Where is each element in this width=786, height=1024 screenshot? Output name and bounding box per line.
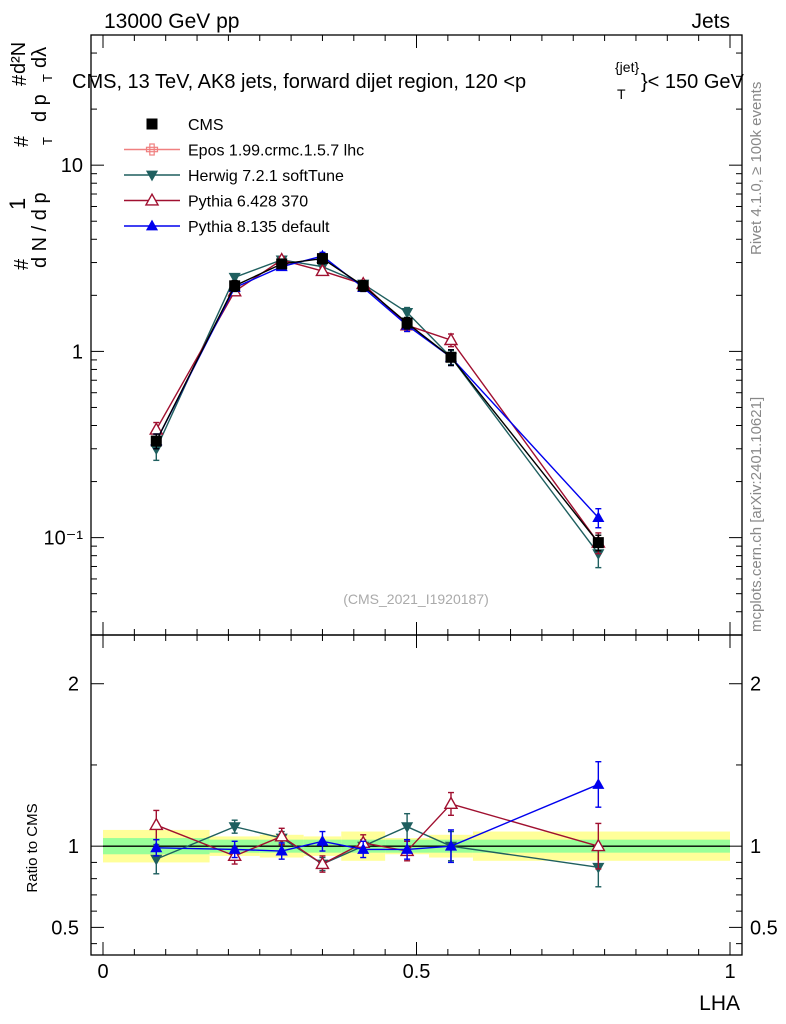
ratio-x-tick-label: 0.5	[403, 961, 431, 983]
legend-epos-1-99-crmc-1-5-7-lhc-marker	[149, 143, 155, 156]
main-cms-point	[229, 280, 241, 292]
ratio-pythia-8-135-default-point	[592, 778, 605, 789]
header-left: 13000 GeV pp	[104, 10, 239, 33]
ylabel-hash-3: #	[11, 135, 33, 147]
ratio-pythia-6-428-370-point	[315, 856, 330, 870]
main-cms-point	[445, 351, 457, 363]
ylabel-dlambda: dλ	[29, 47, 51, 68]
legend-epos-1-99-crmc-1-5-7-lhc-marker	[145, 146, 159, 153]
plot-title-sup: {jet}	[615, 59, 639, 75]
ratio-y-tick-label-left: 0.5	[51, 917, 79, 939]
ylabel-t-sub-2: T	[40, 74, 55, 82]
ratio-frame	[90, 634, 743, 956]
ratio-pythia-8-135-default-line	[156, 783, 599, 852]
main-herwig-7-2-1-softtune-line	[155, 259, 599, 555]
ratio-pythia-8-135-default-point	[444, 839, 458, 851]
ratio-pythia-6-428-370-point	[274, 828, 289, 842]
side-mcplots-label: mcplots.cern.ch [arXiv:2401.10621]	[748, 397, 765, 632]
ratio-pythia-6-428-370-line	[156, 803, 599, 865]
ratio-pythia-8-135-default-point	[150, 841, 163, 853]
main-y-axis-label: # 1 d N / d p T # d²N # d p T dλ	[5, 42, 55, 270]
main-cms-point	[316, 253, 328, 265]
ylabel-hash-2: #	[9, 74, 31, 86]
header-right: Jets	[691, 10, 730, 33]
ratio-y-tick-label-left: 2	[68, 674, 79, 696]
main-cms-point	[150, 435, 162, 447]
plot-title: CMS, 13 TeV, AK8 jets, forward dijet reg…	[72, 71, 526, 93]
ratio-y-tick-label-left: 1	[68, 836, 79, 858]
ratio-herwig-7-2-1-softtune-point	[228, 822, 241, 834]
ratio-herwig-7-2-1-softtune-line	[156, 825, 599, 868]
main-y-tick-label: 10	[61, 155, 83, 177]
ratio-panel-axes: 0.5 0.5 1 1 2 2 0 0.5 1	[51, 634, 778, 983]
ratio-x-tick-label: 1	[724, 961, 735, 983]
main-pythia-8-135-default-point	[592, 511, 605, 523]
ratio-y-tick-label-right: 2	[750, 674, 761, 696]
main-cms-point	[357, 280, 369, 292]
legend-pythia-6-428-370-marker	[144, 192, 160, 206]
ylabel-dpt: d p	[29, 94, 51, 122]
ratio-pythia-6-428-370-point	[443, 796, 459, 810]
legend-pythia-8-135-default-marker	[145, 219, 159, 231]
ratio-pythia-8-135-default-point	[316, 834, 329, 846]
ratio-herwig-7-2-1-softtune-point	[150, 854, 163, 866]
side-rivet-label: Rivet 4.1.0, ≥ 100k events	[748, 82, 765, 255]
main-cms-line	[155, 257, 599, 544]
legend: CMS Epos 1.99.crmc.1.5.7 lhc Herwig 7.2.1 …	[124, 117, 364, 236]
main-y-tick-label: 1	[72, 341, 83, 363]
ylabel-d2n: d²N	[8, 42, 30, 74]
main-herwig-7-2-1-softtune-point	[401, 307, 414, 319]
legend-herwig-7-2-1-softtune-label: Herwig 7.2.1 softTune	[188, 168, 344, 185]
ratio-pythia-8-135-default-point	[401, 843, 414, 854]
ylabel-hash-1: #	[11, 258, 33, 270]
ratio-y-axis-label: Ratio to CMS	[24, 803, 41, 892]
main-herwig-7-2-1-softtune-point	[592, 549, 605, 561]
legend-epos-1-99-crmc-1-5-7-lhc-label: Epos 1.99.crmc.1.5.7 lhc	[188, 143, 364, 160]
plot-title-end: }< 150 GeV	[641, 71, 745, 93]
main-pythia-8-135-default-line	[155, 255, 599, 519]
ratio-pythia-6-428-370-point	[149, 817, 164, 831]
main-pythia-6-428-370-point	[315, 263, 330, 277]
ratio-panel-series	[149, 761, 606, 888]
legend-pythia-6-428-370-label: Pythia 6.428 370	[188, 194, 308, 211]
main-pythia-6-428-370-point	[443, 332, 459, 346]
ratio-x-tick-label: 0	[97, 961, 108, 983]
main-panel-axes: 10⁻¹ 1 10	[44, 34, 743, 636]
legend-pythia-8-135-default-label: Pythia 8.135 default	[188, 219, 330, 236]
main-pythia-6-428-370-line	[155, 259, 599, 544]
legend-cms-label: CMS	[188, 117, 224, 134]
plot-title-main: CMS, 13 TeV, AK8 jets, forward dijet reg…	[72, 71, 526, 93]
main-panel-series	[149, 249, 606, 569]
ylabel-one: 1	[5, 198, 30, 210]
ratio-y-tick-label-right: 0.5	[750, 917, 778, 939]
ylabel-dn-dpt: d N / d p	[29, 192, 51, 268]
main-cms-point	[592, 537, 604, 549]
legend-herwig-7-2-1-softtune-marker	[145, 170, 159, 182]
ratio-y-tick-label-right: 1	[750, 836, 761, 858]
legend-cms-marker	[146, 118, 158, 130]
main-cms-point	[276, 258, 288, 270]
ratio-pythia-8-135-default-point	[357, 843, 370, 854]
main-herwig-7-2-1-softtune-point	[150, 444, 163, 456]
plot-title-sub: T	[617, 86, 626, 102]
ratio-pythia-8-135-default-point	[275, 844, 288, 856]
main-herwig-7-2-1-softtune-point	[228, 272, 241, 284]
ratio-herwig-7-2-1-softtune-point	[401, 822, 414, 834]
ylabel-t-sub-1: T	[40, 137, 55, 145]
ratio-uncertainty-bands	[103, 829, 730, 863]
ratio-pythia-8-135-default-point	[228, 843, 241, 854]
main-cms-point	[401, 317, 413, 329]
analysis-id: (CMS_2021_I1920187)	[343, 591, 489, 607]
main-y-tick-label: 10⁻¹	[44, 528, 84, 550]
ratio-pythia-6-428-370-point	[591, 838, 606, 852]
x-axis-label: LHA	[699, 992, 740, 1015]
